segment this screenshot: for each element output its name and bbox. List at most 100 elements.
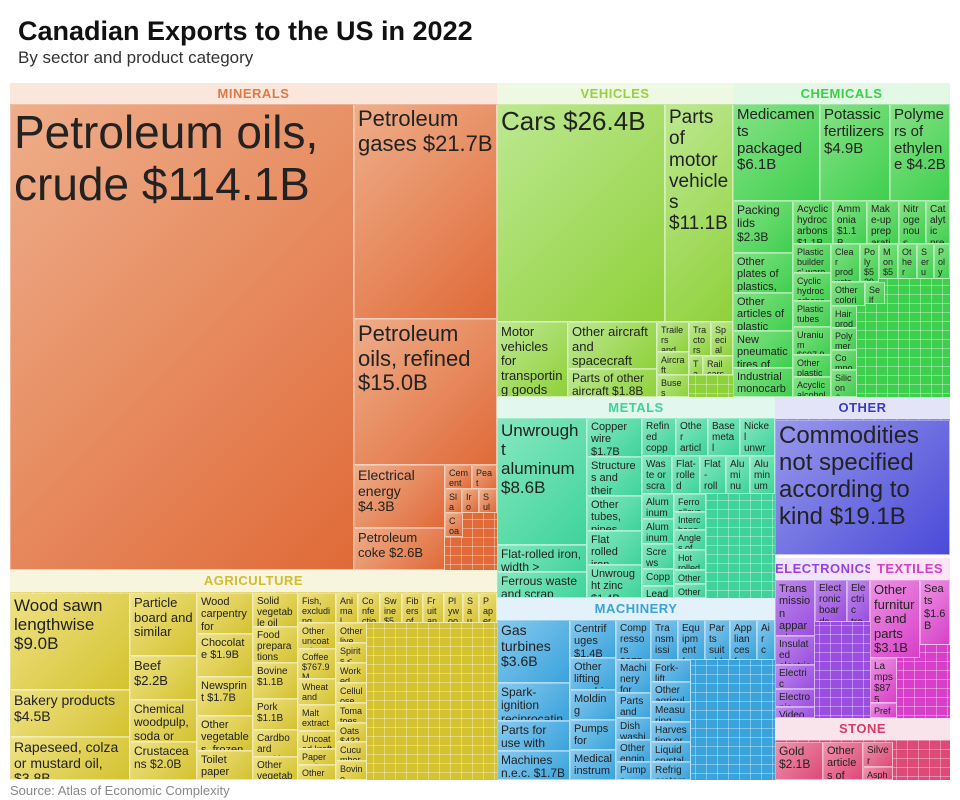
treemap-tile[interactable]: Tractors $480.	[689, 322, 711, 356]
treemap-tile[interactable]: Wheat and	[298, 679, 336, 705]
treemap-tile[interactable]: Machinery for soil	[616, 660, 651, 693]
treemap-tile[interactable]: Sulphur crude $28	[479, 489, 497, 513]
treemap-tile[interactable]: Plastic builders' ware	[793, 244, 831, 273]
treemap-tile[interactable]: New pneumatic tires of	[733, 331, 793, 368]
treemap-tile[interactable]: Bakery products $4.5B	[10, 690, 130, 737]
treemap-tile[interactable]: Structures and their parts, of	[587, 457, 642, 496]
treemap-tile[interactable]: Sauces and seas	[463, 593, 479, 623]
treemap-tile[interactable]: Air conditioners $783.	[757, 620, 775, 660]
treemap-tile[interactable]: Spirits < 80%	[336, 643, 367, 663]
treemap-tile[interactable]: Mon $512	[879, 244, 898, 279]
treemap-tile[interactable]: Seats $1.6B	[920, 580, 950, 645]
treemap-tile[interactable]: Other plastic	[793, 355, 831, 377]
treemap-tile[interactable]: Refined copper and copper	[642, 418, 676, 456]
treemap-tile[interactable]: Catalytic preparations $896.	[926, 201, 950, 244]
treemap-tile[interactable]: Centrifuges $1.4B	[570, 620, 616, 658]
treemap-tile[interactable]: Dish washing	[616, 718, 651, 740]
treemap-tile[interactable]: Peat $482.	[472, 465, 497, 489]
treemap-tile[interactable]: Medicaments packaged $6.1B	[733, 104, 820, 201]
treemap-tile[interactable]: Other articles	[674, 570, 706, 584]
treemap-tile[interactable]: Tomatoes $452.1M	[336, 703, 367, 723]
treemap-tile[interactable]: Other articles of plastic	[733, 293, 793, 331]
treemap-tile[interactable]: Fruit and nuts,	[423, 593, 444, 623]
treemap-tile[interactable]: Other agricultural	[651, 682, 691, 702]
treemap-tile[interactable]: Cucumbers $429.7M	[336, 742, 367, 761]
treemap-tile[interactable]: Parts of motor vehicles $11.1B	[665, 104, 733, 322]
treemap-tile[interactable]: Other articles of vulc.	[898, 244, 917, 279]
treemap-tile[interactable]: Polymers of ethylene $4.2B	[890, 104, 950, 201]
treemap-tile[interactable]: Compounded rubber	[831, 350, 857, 370]
treemap-tile[interactable]: Other aircraft and spacecraft	[568, 322, 657, 369]
treemap-tile[interactable]: Petroleum oils, crude $114.1B	[10, 104, 354, 570]
treemap-tile[interactable]: Copper wire $1.7B	[587, 418, 642, 457]
treemap-tile[interactable]: Packing lids $2.3B	[733, 201, 793, 253]
treemap-tile[interactable]: Silicon & Paints and	[831, 370, 857, 397]
treemap-tile[interactable]: Molding boxes for	[570, 690, 616, 720]
treemap-tile[interactable]: Parts suitable for use	[705, 620, 730, 660]
treemap-tile[interactable]: Polymers of	[831, 328, 857, 350]
treemap-tile[interactable]: Liquid crystal	[651, 742, 691, 762]
treemap-tile[interactable]: Petroleum gases $21.7B	[354, 104, 497, 319]
treemap-tile[interactable]: Other colorin	[831, 282, 865, 306]
treemap-tile[interactable]: Beef $2.2B	[130, 656, 197, 700]
treemap-tile[interactable]: Machines n.e.c. $1.7B	[497, 751, 570, 780]
treemap-tile[interactable]: Buses $488.9M	[657, 375, 689, 397]
treemap-tile[interactable]: Equipment for temperature change	[678, 620, 705, 660]
treemap-tile[interactable]: Potassic fertilizers $4.9B	[820, 104, 890, 201]
treemap-tile[interactable]: Serum and vacc.	[917, 244, 934, 279]
treemap-tile[interactable]: Other uncoated	[298, 623, 336, 649]
treemap-tile[interactable]: Flat rolled iron	[587, 531, 642, 565]
treemap-tile[interactable]: Other vegetables, frozen	[197, 716, 253, 751]
treemap-tile[interactable]: Malt extract	[298, 705, 336, 731]
treemap-tile[interactable]: Self plas	[865, 282, 885, 304]
treemap-tile[interactable]: Video recording	[775, 707, 815, 718]
treemap-tile[interactable]: Other prepared	[298, 765, 336, 780]
treemap-tile[interactable]: Other plates of plastics,	[733, 253, 793, 293]
treemap-tile[interactable]: Copper waste	[642, 569, 674, 586]
treemap-tile[interactable]: Chemical woodpulp, soda or	[130, 700, 197, 742]
treemap-tile[interactable]: Uncoated kraft	[298, 731, 336, 749]
treemap-tile[interactable]: Newsprint $1.7B	[197, 677, 253, 716]
treemap-tile[interactable]: Iron ores and	[462, 489, 479, 513]
treemap-tile[interactable]: Hot rolled	[674, 550, 706, 570]
treemap-tile[interactable]: Aircraft launching	[657, 352, 689, 375]
treemap-tile[interactable]: Coal $255.	[445, 513, 463, 537]
treemap-tile[interactable]: Tanks	[689, 356, 703, 375]
treemap-tile[interactable]: Motor vehicles for transporting goods	[497, 322, 568, 397]
treemap-tile[interactable]: Flat-rolled products of	[672, 456, 700, 494]
treemap-tile[interactable]: Other vegetable	[253, 757, 298, 780]
treemap-tile[interactable]: Aluminum bars	[642, 519, 674, 544]
treemap-tile[interactable]: Other tubes, pipes	[587, 496, 642, 531]
treemap-tile[interactable]: Interchangeable tools	[674, 512, 706, 530]
treemap-tile[interactable]: Parts of other aircraft $1.8B	[568, 369, 657, 397]
treemap-tile[interactable]: Poly $529	[860, 244, 879, 282]
treemap-tile[interactable]: Acyclic hydrocarbons $1.1B	[793, 201, 833, 244]
treemap-tile[interactable]: Refrigerators freezers	[651, 762, 691, 780]
treemap-tile[interactable]: Confectionery sugar $565	[358, 593, 380, 623]
treemap-tile[interactable]: Harvesting or	[651, 722, 691, 742]
treemap-tile[interactable]: Nickel unwrought $1.0B	[740, 418, 775, 456]
treemap-tile[interactable]: Bovine, sheep	[336, 761, 367, 780]
treemap-tile[interactable]: Animal feed $568	[336, 593, 358, 623]
treemap-tile[interactable]: Plywood $51	[444, 593, 463, 623]
treemap-tile[interactable]: Angles of	[674, 530, 706, 550]
treemap-tile[interactable]: Petroleum oils, refined $15.0B	[354, 319, 497, 465]
treemap-tile[interactable]: Toilet paper $1.3B	[197, 751, 253, 780]
treemap-tile[interactable]: Slag, ash and	[445, 489, 462, 513]
treemap-tile[interactable]: Pumps, compressors	[616, 762, 651, 780]
treemap-tile[interactable]: Cement $497.	[445, 465, 472, 489]
treemap-tile[interactable]: Appliances for thermostatic control	[730, 620, 757, 660]
treemap-tile[interactable]: Electronic integrated	[775, 689, 815, 707]
treemap-tile[interactable]: Asphalt	[863, 767, 893, 780]
treemap-tile[interactable]: Paper and	[298, 749, 336, 765]
treemap-tile[interactable]: Coffee $767.9M	[298, 649, 336, 679]
treemap-tile[interactable]: Electric transformers $1.1B	[847, 580, 870, 622]
treemap-tile[interactable]: Other articles of iron	[676, 418, 708, 456]
treemap-tile[interactable]: Other articles of	[823, 742, 863, 780]
treemap-tile[interactable]: Other lifting machinery	[570, 658, 616, 690]
treemap-tile[interactable]: Nitrogenous fertilizers $918.	[899, 201, 926, 244]
treemap-tile[interactable]: Commodities not specified according to k…	[775, 420, 950, 555]
treemap-tile[interactable]: Acyclic alcohols	[793, 377, 831, 397]
treemap-tile[interactable]: Fork-lift trucks	[651, 660, 691, 682]
treemap-tile[interactable]: Rapeseed, colza or mustard oil, $3.8B	[10, 737, 130, 780]
